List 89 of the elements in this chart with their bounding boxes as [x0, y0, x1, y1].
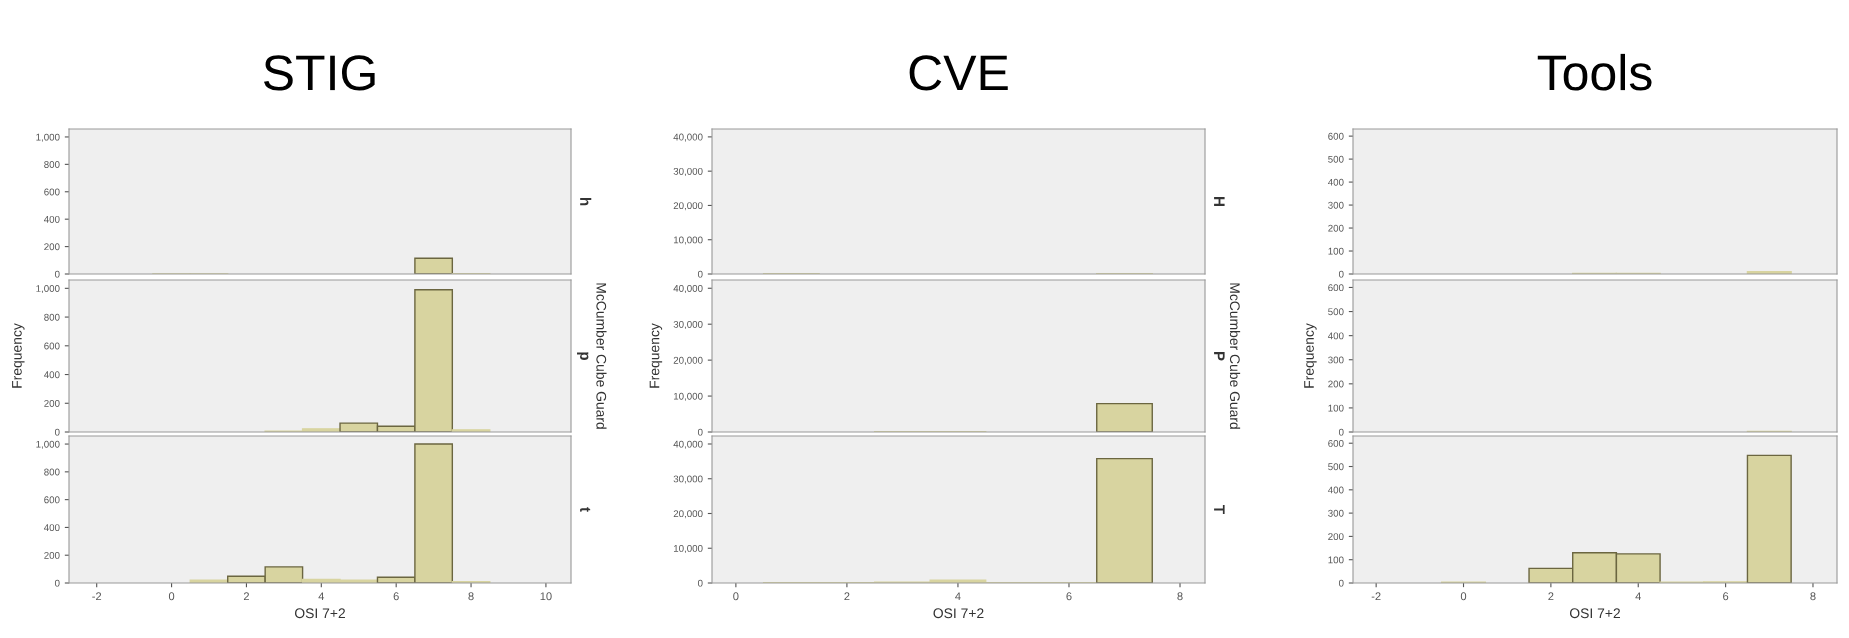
y-tick-label: 200	[44, 243, 60, 251]
y-tick-label: 500	[1328, 155, 1344, 163]
y-tick-label: 400	[1327, 332, 1344, 340]
x-tick-label: 8	[1810, 592, 1816, 601]
y-tick-label: 40,000	[673, 440, 703, 449]
y-tick-label: 20,000	[673, 510, 703, 519]
y-tick-label: 0	[697, 270, 703, 278]
y-tick-label: 30,000	[673, 320, 703, 329]
y-tick-label: 10,000	[673, 544, 703, 554]
chart-title: Tools	[1537, 53, 1652, 91]
x-axis-title: OSI 7+2	[933, 608, 984, 619]
y-tick-label: 1,000	[36, 440, 60, 449]
text: McCumber Cube Guard	[1229, 283, 1241, 429]
y-axis-title: Frequency	[12, 323, 25, 388]
y-tick-label: 0	[54, 579, 60, 587]
x-tick-label: 0	[733, 592, 739, 601]
y2-axis-title: P	[1214, 351, 1225, 361]
y-tick-label: 1,000	[36, 285, 60, 294]
y-tick-label: 600	[44, 342, 60, 350]
x-tick-label: 4	[318, 592, 325, 601]
y2-axis-title: t	[580, 507, 591, 512]
y-tick-label: 100	[1328, 556, 1344, 564]
y-tick-label: 800	[44, 161, 60, 168]
x-tick-label: 4	[1635, 592, 1642, 601]
y2-axis-title: H	[1214, 197, 1225, 206]
y-tick-label: 600	[1328, 439, 1344, 447]
y-tick-label: 400	[1327, 486, 1344, 494]
y-tick-label: 200	[1328, 533, 1344, 541]
y-tick-label: 30,000	[673, 475, 703, 484]
x-tick-label: 6	[393, 592, 399, 601]
text: McCumber Cube Guard	[596, 283, 607, 429]
x-tick-label: 4	[955, 592, 961, 601]
y-tick-label: 400	[1327, 178, 1344, 186]
y-tick-label: 200	[44, 551, 60, 559]
y-tick-label: 100	[1328, 404, 1344, 412]
x-tick-label: 2	[1548, 592, 1554, 601]
x-tick-label: 0	[168, 592, 175, 601]
chart-title: STIG	[263, 55, 375, 91]
y-tick-label: 200	[1328, 224, 1344, 232]
y-tick-label: 20,000	[673, 202, 703, 211]
y-tick-label: 0	[1338, 579, 1344, 587]
y-tick-label: 0	[697, 579, 703, 587]
y-tick-label: 40,000	[673, 285, 703, 294]
y-tick-label: 20,000	[673, 356, 703, 365]
y-tick-label: 300	[1328, 509, 1344, 517]
y-tick-label: 0	[54, 270, 60, 278]
y-tick-label: 0	[697, 428, 703, 436]
y-tick-label: 400	[43, 371, 60, 379]
y-tick-label: 300	[1328, 201, 1344, 209]
x-tick-label: 10	[540, 592, 552, 601]
y-tick-label: 800	[44, 468, 60, 476]
y-tick-label: 400	[43, 215, 60, 223]
x-axis-title: OSI 7+2	[294, 608, 345, 619]
y-tick-label: 200	[44, 400, 60, 407]
y-tick-label: 10,000	[673, 236, 703, 245]
x-tick-label: 8	[1177, 592, 1183, 601]
y-tick-label: 0	[1338, 270, 1344, 278]
y-tick-label: 600	[1328, 284, 1344, 292]
x-tick-label: -2	[1371, 592, 1381, 601]
y-tick-label: 1,000	[36, 133, 60, 142]
y2-axis-title: T	[1214, 505, 1225, 514]
y-tick-label: 200	[1328, 380, 1344, 388]
y2-axis-title: p	[577, 352, 589, 361]
y-tick-label: 800	[44, 313, 60, 321]
x-tick-label: 0	[1460, 592, 1467, 601]
y-tick-label: 300	[1328, 356, 1344, 364]
y-tick-label: 500	[1328, 463, 1344, 471]
y-axis-title: Frequency	[1304, 323, 1317, 388]
x-tick-label: 6	[1066, 592, 1072, 601]
y-tick-label: 40,000	[673, 133, 703, 142]
y-tick-label: 600	[44, 496, 60, 504]
y-tick-label: 600	[44, 188, 60, 196]
x-tick-label: -2	[92, 592, 102, 601]
y-tick-label: 0	[1338, 428, 1344, 436]
chart-title: CVE	[909, 55, 1008, 91]
y-tick-label: 600	[1328, 132, 1344, 140]
y-tick-label: 400	[43, 524, 60, 532]
x-tick-label: 6	[1723, 592, 1729, 601]
x-tick-label: 2	[243, 592, 249, 601]
y-tick-label: 100	[1328, 247, 1344, 255]
x-tick-label: 2	[844, 592, 850, 601]
x-axis-title: OSI 7+2	[1569, 608, 1620, 619]
y-tick-label: 10,000	[673, 392, 703, 401]
y-axis-title: Frequency	[649, 323, 663, 388]
y-tick-label: 500	[1328, 308, 1344, 316]
x-tick-label: 8	[468, 592, 474, 601]
y-tick-label: 0	[54, 428, 60, 436]
y-tick-label: 30,000	[673, 167, 703, 176]
y2-axis-title: h	[580, 197, 592, 206]
